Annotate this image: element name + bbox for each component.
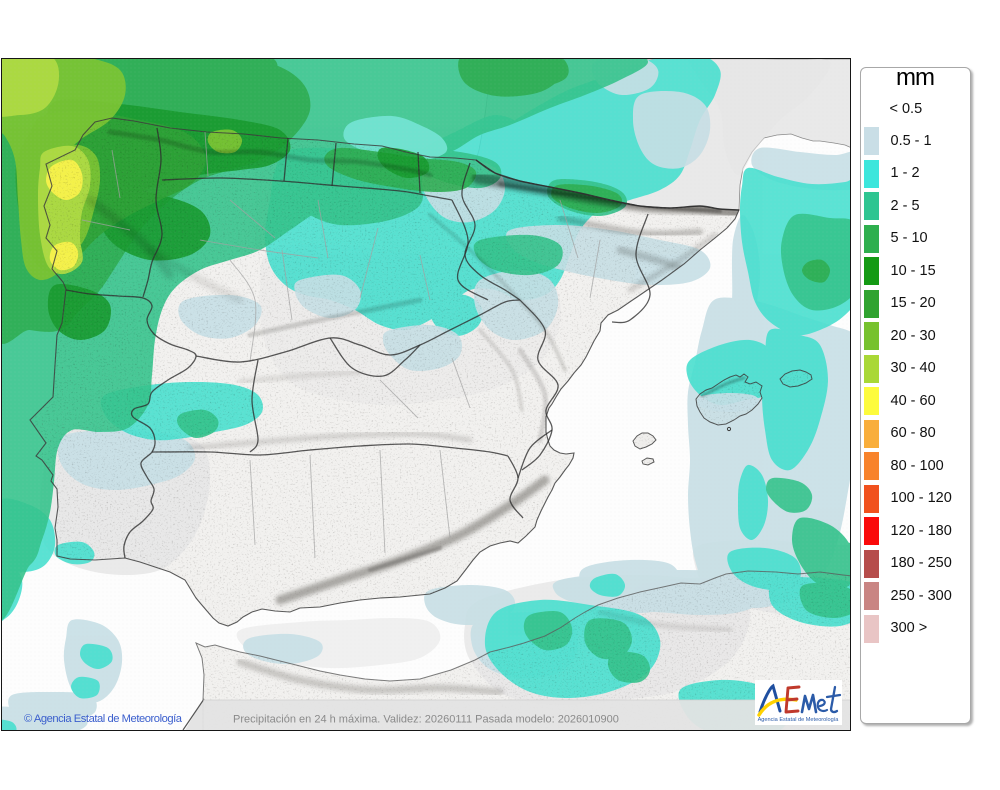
svg-text:Agencia Estatal de Meteorologí: Agencia Estatal de Meteorología [758,717,840,723]
svg-text:© Agencia Estatal de Meteorolo: © Agencia Estatal de Meteorología [24,713,183,725]
svg-text:Precipitación en 24 h máxima.: Precipitación en 24 h máxima. Validez: 2… [233,713,619,725]
